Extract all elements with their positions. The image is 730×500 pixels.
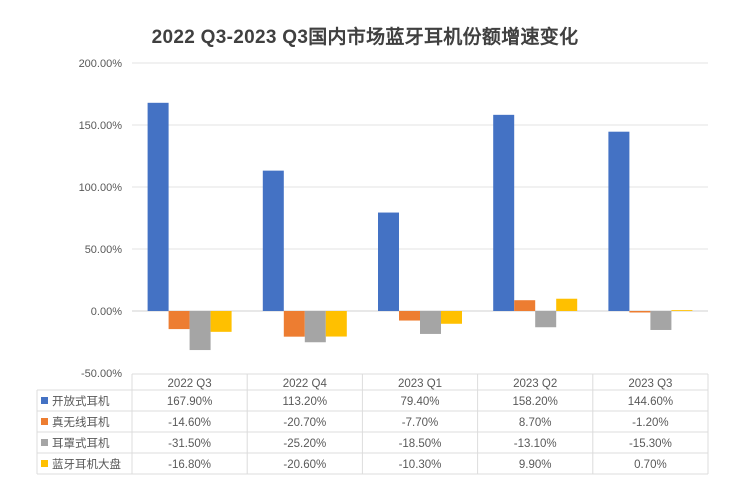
- legend-label: 蓝牙耳机大盘: [52, 457, 121, 471]
- bars: [147, 102, 693, 351]
- data-label: 158.20%: [512, 396, 557, 408]
- y-tick-label: 150.00%: [79, 120, 123, 132]
- legend-label: 耳罩式耳机: [52, 436, 110, 450]
- data-label: -18.50%: [399, 438, 442, 450]
- bar-4-2: [325, 311, 347, 337]
- bar-4-4: [556, 298, 578, 311]
- data-label: -10.30%: [399, 459, 442, 471]
- bar-1-3: [378, 212, 399, 311]
- legend-swatch-icon: [41, 397, 48, 404]
- bar-4-1: [210, 311, 232, 332]
- bar-3-3: [420, 311, 441, 334]
- data-label: -25.20%: [283, 438, 326, 450]
- y-tick-label: -50.00%: [81, 368, 122, 380]
- data-label: -1.20%: [632, 417, 668, 429]
- data-label: -31.50%: [168, 438, 211, 450]
- bar-3-1: [189, 311, 211, 351]
- data-label: 79.40%: [400, 396, 439, 408]
- bar-1-2: [262, 170, 284, 311]
- data-label: -20.70%: [283, 417, 326, 429]
- data-label: -15.30%: [629, 438, 672, 450]
- data-label: -14.60%: [168, 417, 211, 429]
- table-header-category: 2022 Q4: [283, 378, 328, 390]
- y-tick-label: 200.00%: [79, 58, 123, 70]
- legend-swatch-icon: [41, 460, 48, 467]
- legend-swatch-icon: [41, 418, 48, 425]
- chart-title: 2022 Q3-2023 Q3国内市场蓝牙耳机份额增速变化: [151, 27, 579, 48]
- y-tick-label: 50.00%: [85, 244, 123, 256]
- data-label: 144.60%: [628, 396, 673, 408]
- data-label: -7.70%: [402, 417, 438, 429]
- data-label: 167.90%: [167, 396, 212, 408]
- y-tick-label: 0.00%: [91, 306, 122, 318]
- data-label: -20.60%: [283, 459, 326, 471]
- y-tick-label: 100.00%: [79, 182, 123, 194]
- data-label: -13.10%: [514, 438, 557, 450]
- legend-swatch-icon: [41, 439, 48, 446]
- bar-4-3: [441, 311, 462, 324]
- data-label: -16.80%: [168, 459, 211, 471]
- bar-2-1: [168, 311, 190, 330]
- bar-2-5: [629, 311, 651, 313]
- bar-2-3: [399, 311, 420, 321]
- data-label: 0.70%: [634, 459, 667, 471]
- y-axis-tick-labels: 200.00% 150.00% 100.00% 50.00% 0.00% -50.00%: [79, 58, 123, 380]
- table-header-category: 2023 Q2: [513, 378, 557, 390]
- bar-1-5: [608, 131, 630, 311]
- bar-3-2: [304, 311, 326, 343]
- data-table: 2022 Q3 2022 Q4 2023 Q1 2023 Q2 2023 Q3 开放式耳机…: [36, 373, 709, 475]
- bar-3-5: [650, 311, 672, 330]
- table-header-category: 2023 Q3: [628, 378, 672, 390]
- bar-1-1: [147, 102, 169, 311]
- bar-3-4: [535, 311, 557, 328]
- bar-1-4: [493, 114, 515, 311]
- bar-2-4: [514, 300, 536, 311]
- table-header-category: 2023 Q1: [398, 378, 442, 390]
- data-label: 8.70%: [519, 417, 552, 429]
- data-label: 113.20%: [283, 396, 328, 408]
- bar-4-5: [671, 310, 693, 311]
- bar-2-2: [283, 311, 305, 337]
- legend-label: 开放式耳机: [52, 394, 110, 408]
- table-header-category: 2022 Q3: [168, 378, 212, 390]
- data-label: 9.90%: [519, 459, 552, 471]
- legend-label: 真无线耳机: [52, 415, 110, 429]
